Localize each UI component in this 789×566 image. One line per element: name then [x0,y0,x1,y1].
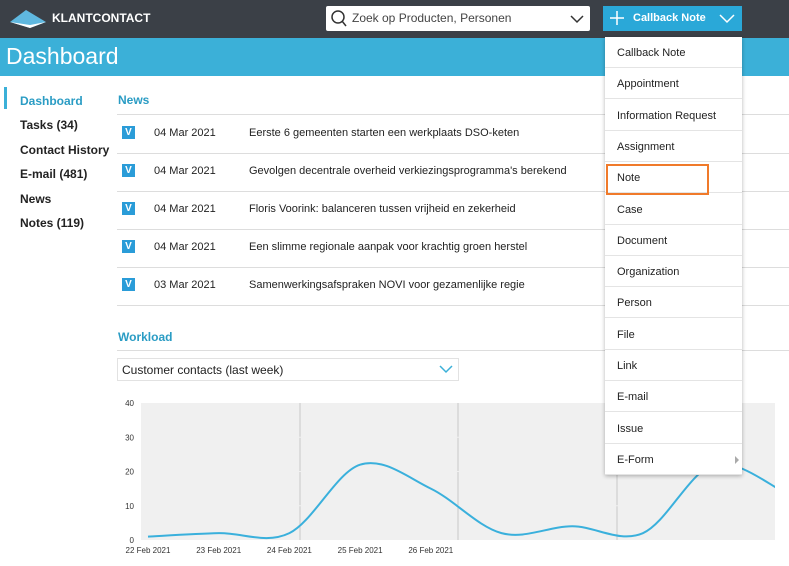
news-text[interactable]: Floris Voorink: balanceren tussen vrijhe… [249,203,516,215]
menu-label: E-mail [617,391,649,404]
sidebar-item[interactable]: Notes (119) [20,216,85,230]
sidebar-item[interactable]: News [20,191,52,206]
divider [117,267,789,268]
logo [10,10,46,28]
x-tick-label: 24 Feb 2021 [267,546,312,555]
brand: KLANTCONTACT [52,11,151,25]
news-text[interactable]: Een slimme regionale aanpak voor krachti… [249,241,528,253]
top-bar: KLANTCONTACT Zoek op Producten, Personen… [0,0,789,38]
callback-button[interactable]: Callback Note [603,6,742,31]
chevron [719,14,735,24]
highlight-box [606,164,709,195]
y-tick-label: 0 [130,536,135,545]
chart-select[interactable]: Customer contacts (last week) [117,358,459,381]
news-text[interactable]: Gevolgen decentrale overheid verkiezings… [249,165,567,177]
menu-item[interactable]: Callback Note [605,37,742,68]
menu-label: Case [617,203,643,216]
news-text[interactable]: Eerste 6 gemeenten starten een werkplaat… [249,127,520,139]
menu-item[interactable]: E-mail [605,381,742,413]
sidebar-item[interactable]: E-mail (481) [20,167,88,182]
news-icon: V [122,202,135,215]
news-icon: V [122,278,135,291]
menu-label: File [617,328,635,341]
menu-label: Information Request [617,109,717,122]
menu-label: Link [617,360,638,372]
dropdown-menu: Callback Note Appointment Information Requ… [605,37,742,475]
y-tick-label: 40 [125,399,134,408]
divider [117,153,789,154]
menu-label: E-Form [617,453,654,466]
select-label: Customer contacts (last week) [122,363,284,377]
menu-label: Assignment [617,140,675,153]
y-tick-label: 10 [125,502,134,511]
x-tick-label: 26 Feb 2021 [408,546,453,555]
menu-item[interactable]: Appointment [605,68,742,100]
menu-label: Document [617,234,668,247]
menu-label: Issue [617,422,644,435]
menu-item[interactable]: Case [605,194,742,225]
sidebar-item[interactable]: Dashboard [20,94,83,108]
line [147,462,775,540]
chevron [570,15,584,24]
menu-label: Appointment [617,78,679,91]
news-date: 04 Mar 2021 [154,165,216,177]
menu-item[interactable]: Note [605,162,742,194]
menu-label: Organization [617,266,680,279]
divider [117,191,789,192]
search-box[interactable]: Zoek op Producten, Personen [326,6,590,31]
page-title: Dashboard [6,43,119,69]
menu-item[interactable]: Information Request [605,100,742,131]
menu-item[interactable]: Person [605,287,742,319]
chevron [439,365,453,374]
divider [117,305,789,306]
workload-title: Workload [118,330,173,344]
submenu-arrow [735,455,739,464]
news-date: 04 Mar 2021 [154,127,216,139]
divider [117,350,789,351]
divider [117,114,789,115]
menu-item[interactable]: Link [605,350,742,381]
menu-item[interactable]: Organization [605,256,742,288]
menu-item[interactable]: Document [605,225,742,256]
news-icon: V [122,240,135,253]
plus [610,11,624,25]
sidebar-item[interactable]: Contact History [20,142,110,157]
menu-label: Callback Note [617,47,686,59]
news-icon: V [122,164,135,177]
menu-item[interactable]: Assignment [605,131,742,162]
menu-item[interactable]: Issue [605,413,742,444]
button-label: Callback Note [633,12,706,24]
y-tick-label: 30 [125,433,134,442]
x-tick-label: 22 Feb 2021 [126,546,171,555]
menu-item[interactable]: File [605,319,742,350]
news-icon: V [122,126,135,139]
news-date: 04 Mar 2021 [154,203,216,215]
news-title: News [118,93,150,107]
search-placeholder: Zoek op Producten, Personen [352,11,512,25]
divider [117,229,789,230]
y-tick-label: 20 [125,468,134,477]
menu-label: Note [617,172,641,185]
news-text[interactable]: Samenwerkingsafspraken NOVI voor gezamen… [249,279,525,291]
news-date: 04 Mar 2021 [154,241,216,253]
sidebar-item[interactable]: Tasks (34) [20,118,78,133]
x-tick-label: 23 Feb 2021 [196,546,241,555]
menu-item[interactable]: E-Form [605,444,742,475]
news-date: 03 Mar 2021 [154,279,216,291]
search-icon [331,10,347,27]
x-tick-label: 25 Feb 2021 [338,546,383,555]
active-marker [4,87,7,109]
menu-label: Person [617,297,652,310]
